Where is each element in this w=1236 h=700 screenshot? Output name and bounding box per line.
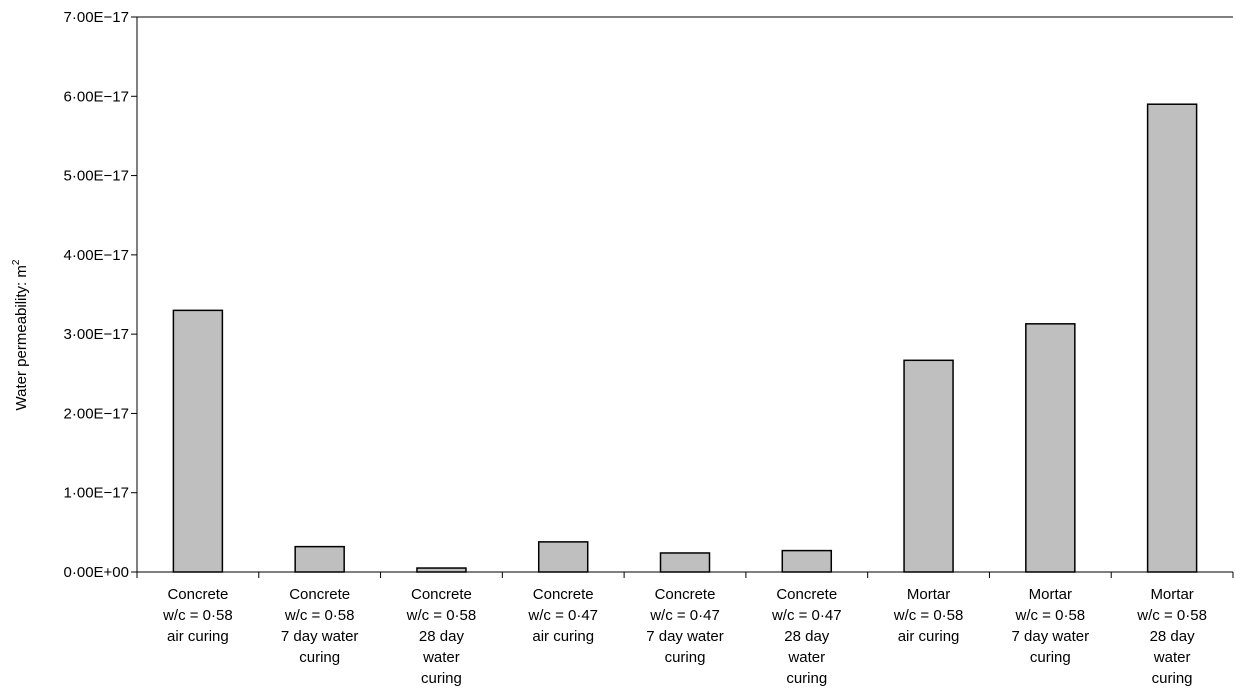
- x-category-label-line: w/c = 0·47: [527, 607, 598, 624]
- x-category-label: Mortar w/c = 0·58 air curing: [893, 586, 964, 645]
- x-category-label: Concrete w/c = 0·58 air curing: [162, 586, 233, 645]
- x-category-label-line: 28 day: [784, 628, 830, 645]
- bar: [172, 309, 224, 573]
- x-category-label-line: w/c = 0·58: [406, 607, 477, 624]
- x-category-label-line: air curing: [532, 628, 594, 645]
- x-category-label-line: curing: [786, 670, 827, 687]
- bar-series: [172, 103, 1198, 573]
- x-category-label-line: Mortar: [1029, 586, 1072, 603]
- svg-text:Water permeability: m2: Water permeability: m2: [11, 259, 30, 410]
- x-category-label-line: Mortar: [1150, 586, 1193, 603]
- x-category-label-line: 7 day water: [281, 628, 359, 645]
- x-category-label-line: w/c = 0·58: [1015, 607, 1086, 624]
- y-tick-label: 7·00E−17: [64, 9, 129, 26]
- bar: [903, 359, 954, 573]
- y-axis-title-superscript: 2: [11, 259, 22, 265]
- x-category-label-line: w/c = 0·58: [893, 607, 964, 624]
- x-category-label-line: curing: [299, 649, 340, 666]
- bar: [659, 552, 711, 573]
- x-category-label-line: air curing: [167, 628, 229, 645]
- x-category-label-line: Concrete: [411, 586, 472, 603]
- y-axis-title: Water permeability: m2: [11, 259, 30, 410]
- bar: [781, 549, 833, 573]
- x-category-label: Concrete w/c = 0·47 air curing: [527, 586, 598, 645]
- y-tick-label: 2·00E−17: [64, 405, 129, 422]
- bar: [1146, 103, 1198, 573]
- x-category-label-line: 28 day: [419, 628, 465, 645]
- x-category-label-line: water: [422, 649, 460, 666]
- x-category-label-line: w/c = 0·47: [649, 607, 720, 624]
- x-category-label-line: Concrete: [533, 586, 594, 603]
- bar: [416, 567, 467, 573]
- x-category-label-line: curing: [421, 670, 462, 687]
- x-category-label-line: curing: [665, 649, 706, 666]
- x-category-label: Concrete w/c = 0·47 7 day water curing: [646, 586, 724, 666]
- x-category-label-line: 7 day water: [646, 628, 724, 645]
- bar: [537, 541, 589, 573]
- x-category-label: Mortar w/c = 0·58 7 day water curing: [1012, 586, 1090, 666]
- x-category-label-line: Concrete: [655, 586, 716, 603]
- x-category-label-line: curing: [1152, 670, 1193, 687]
- x-category-label-line: Mortar: [907, 586, 950, 603]
- x-category-label-line: 28 day: [1150, 628, 1196, 645]
- y-tick-label: 1·00E−17: [64, 485, 129, 502]
- y-tick-label: 3·00E−17: [64, 326, 129, 343]
- bar: [294, 545, 345, 573]
- x-category-label: Mortar w/c = 0·58 28 day water curing: [1136, 586, 1207, 687]
- x-category-label-line: Concrete: [289, 586, 350, 603]
- x-category-label-line: Concrete: [167, 586, 228, 603]
- x-category-label-line: Concrete: [776, 586, 837, 603]
- x-category-label-line: w/c = 0·47: [771, 607, 842, 624]
- y-axis-title-text: Water permeability: m: [13, 265, 30, 410]
- axes: [136, 16, 1233, 573]
- x-category-label-line: water: [1153, 649, 1191, 666]
- x-category-label: Concrete w/c = 0·47 28 day water curing: [771, 586, 842, 687]
- x-category-label-line: 7 day water: [1012, 628, 1090, 645]
- x-category-label-line: curing: [1030, 649, 1071, 666]
- x-category-label-line: w/c = 0·58: [1136, 607, 1207, 624]
- y-tick-label: 0·00E+00: [64, 564, 129, 581]
- x-axis-ticks: Concrete w/c = 0·58 air curing Concrete w/c …: [136, 572, 1234, 687]
- x-category-label: Concrete w/c = 0·58 28 day water curing: [406, 586, 477, 687]
- y-axis-ticks: 0·00E+00 1·00E−17 2·00E−17 3·00E−17 4·00E−17…: [64, 9, 137, 581]
- x-category-label-line: w/c = 0·58: [284, 607, 355, 624]
- x-category-label-line: air curing: [898, 628, 960, 645]
- y-tick-label: 6·00E−17: [64, 88, 129, 105]
- x-category-label-line: w/c = 0·58: [162, 607, 233, 624]
- y-tick-label: 4·00E−17: [64, 247, 129, 264]
- x-category-label: Concrete w/c = 0·58 7 day water curing: [281, 586, 359, 666]
- y-tick-label: 5·00E−17: [64, 168, 129, 185]
- x-category-label-line: water: [787, 649, 825, 666]
- bar: [1025, 323, 1076, 573]
